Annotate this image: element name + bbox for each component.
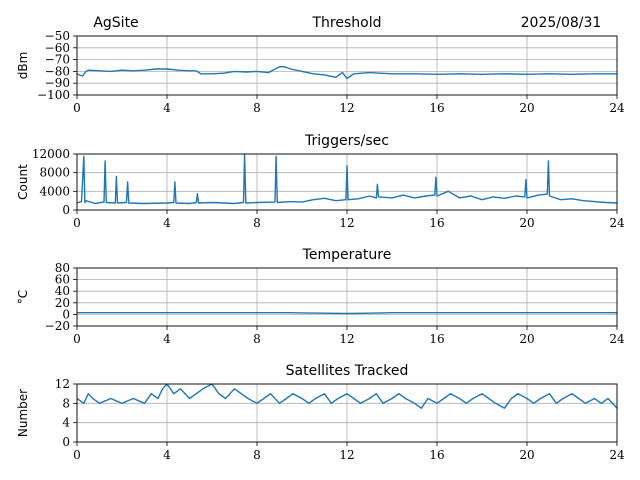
x-tick-label: 16 — [429, 448, 444, 462]
x-tick-label: 0 — [73, 216, 81, 230]
x-tick-label: 0 — [73, 332, 81, 346]
y-tick-label: 8000 — [39, 166, 70, 180]
x-tick-label: 4 — [163, 332, 171, 346]
x-tick-label: 12 — [339, 448, 354, 462]
y-tick-label: −60 — [45, 41, 70, 55]
x-tick-label: 16 — [429, 101, 444, 115]
triggers-title: Triggers/sec — [304, 133, 389, 149]
x-tick-label: 20 — [519, 332, 534, 346]
y-tick-label: 0 — [62, 307, 70, 321]
x-tick-label: 8 — [253, 101, 261, 115]
x-tick-label: 16 — [429, 216, 444, 230]
triggers-series-line — [77, 154, 617, 205]
x-tick-label: 20 — [519, 101, 534, 115]
y-tick-label: 0 — [62, 203, 70, 217]
y-tick-label: 12000 — [32, 147, 70, 161]
threshold-series-line — [77, 65, 617, 80]
x-tick-label: 12 — [339, 216, 354, 230]
temperature-series-line — [77, 312, 617, 315]
x-tick-label: 20 — [519, 448, 534, 462]
y-tick-label: 8 — [62, 396, 70, 410]
site-name: AgSite — [93, 15, 138, 31]
x-tick-label: 8 — [253, 448, 261, 462]
x-tick-label: 20 — [519, 216, 534, 230]
y-tick-label: 4 — [62, 416, 70, 430]
x-tick-label: 4 — [163, 448, 171, 462]
y-tick-label: −90 — [45, 76, 70, 90]
x-tick-label: 12 — [339, 101, 354, 115]
triggers-ylabel: Count — [16, 164, 30, 200]
x-tick-label: 4 — [163, 216, 171, 230]
satellites-title: Satellites Tracked — [286, 363, 409, 379]
threshold-title: Threshold — [312, 15, 382, 31]
temperature-title: Temperature — [302, 247, 392, 263]
y-tick-label: 80 — [55, 261, 70, 275]
x-tick-label: 12 — [339, 332, 354, 346]
x-tick-label: 8 — [253, 216, 261, 230]
x-tick-label: 24 — [609, 216, 625, 230]
threshold-ylabel: dBm — [16, 52, 30, 80]
x-tick-label: 16 — [429, 332, 444, 346]
panel-triggers: 0 4 8 12 16 20 24 0 4000 8000 12000 Triggers/sec Cou… — [16, 133, 625, 230]
temperature-ylabel: °C — [16, 290, 30, 304]
y-tick-label: 20 — [55, 296, 70, 310]
y-tick-label: −50 — [45, 29, 70, 43]
x-tick-label: 24 — [609, 101, 625, 115]
y-tick-label: 40 — [55, 284, 70, 298]
x-tick-label: 8 — [253, 332, 261, 346]
y-tick-label: −20 — [45, 319, 70, 333]
satellites-series-line — [77, 384, 617, 409]
satellites-ylabel: Number — [16, 389, 30, 437]
y-tick-label: 4000 — [39, 184, 70, 198]
y-tick-label: −100 — [37, 88, 70, 102]
x-tick-label: 4 — [163, 101, 171, 115]
y-tick-label: −80 — [45, 64, 70, 78]
y-tick-label: 0 — [62, 435, 70, 449]
x-tick-label: 0 — [73, 448, 81, 462]
y-tick-label: 60 — [55, 273, 70, 287]
x-tick-label: 0 — [73, 101, 81, 115]
date-label: 2025/08/31 — [521, 15, 602, 31]
panel-threshold: 0 4 8 12 16 20 24 −100−90−80−70−60−50 Threshold d… — [16, 15, 625, 115]
x-tick-label: 24 — [609, 448, 625, 462]
panel-satellites: 0 4 8 12 16 20 24 0 4 8 12 Satellites Tracked Number — [16, 363, 625, 462]
y-tick-label: −70 — [45, 53, 70, 67]
x-tick-label: 24 — [609, 332, 625, 346]
y-tick-label: 12 — [55, 377, 70, 391]
